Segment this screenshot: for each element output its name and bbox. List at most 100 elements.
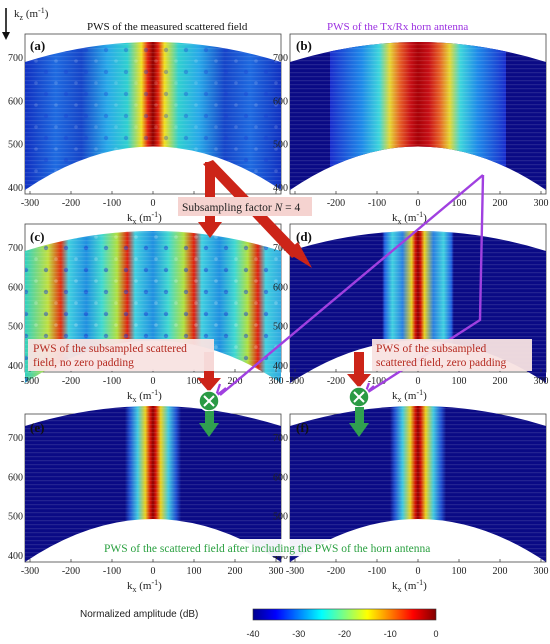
y-tick-label: 700 bbox=[273, 243, 288, 254]
y-tick-label: 500 bbox=[273, 512, 288, 523]
x-tick-label: -100 bbox=[103, 198, 121, 209]
svg-text:field, no zero padding: field, no zero padding bbox=[33, 357, 134, 369]
x-tick-label: 200 bbox=[493, 198, 508, 209]
panel-b-label: (b) bbox=[296, 38, 312, 53]
y-tick-label: 400 bbox=[273, 183, 288, 194]
x-tick-label: -100 bbox=[103, 566, 121, 577]
panel-f: (f) bbox=[289, 406, 547, 563]
x-tick-label: 300 bbox=[534, 566, 549, 577]
colorbar-tick-label: 0 bbox=[433, 629, 438, 639]
x-tick-label: 100 bbox=[187, 376, 202, 387]
kx-axis-label: kx (m-1) bbox=[127, 578, 162, 594]
colorbar-tick-label: -20 bbox=[338, 629, 351, 639]
multiply-node-left bbox=[198, 390, 220, 437]
y-tick-label: 400 bbox=[273, 551, 288, 562]
x-tick-label: 300 bbox=[534, 198, 549, 209]
y-tick-label: 700 bbox=[273, 433, 288, 444]
x-tick-label: 0 bbox=[151, 566, 156, 577]
panel-e-label: (e) bbox=[30, 420, 44, 435]
y-tick-label: 600 bbox=[8, 96, 23, 107]
x-tick-label: 100 bbox=[452, 566, 467, 577]
x-tick-label: -100 bbox=[368, 376, 386, 387]
y-tick-label: 500 bbox=[273, 140, 288, 151]
bottom-note: PWS of the scattered field after includi… bbox=[100, 539, 460, 556]
kx-axis-label: kx (m-1) bbox=[392, 578, 427, 594]
red-arrow-d-to-f bbox=[347, 352, 371, 388]
y-tick-label: 400 bbox=[8, 551, 23, 562]
subsampling-label: Subsampling factor N = 4 bbox=[178, 197, 312, 216]
x-tick-label: -100 bbox=[368, 566, 386, 577]
svg-text:PWS of the scattered field af: PWS of the scattered field after includi… bbox=[104, 543, 430, 555]
x-tick-label: -200 bbox=[62, 198, 80, 209]
y-tick-label: 600 bbox=[273, 282, 288, 293]
colorbar-ticks: -40 -30 -20 -10 0 bbox=[246, 629, 438, 639]
y-tick-label: 500 bbox=[273, 322, 288, 333]
x-tick-label: -100 bbox=[368, 198, 386, 209]
svg-text:PWS of the subsampled: PWS of the subsampled bbox=[376, 343, 486, 355]
y-tick-label: 500 bbox=[8, 512, 23, 523]
x-tick-label: 300 bbox=[269, 566, 284, 577]
svg-text:kz (m-1): kz (m-1) bbox=[14, 6, 49, 22]
panel-a-title: PWS of the measured scattered field bbox=[87, 21, 248, 33]
panel-d-label: (d) bbox=[296, 229, 312, 244]
x-tick-label: 0 bbox=[416, 566, 421, 577]
svg-text:scattered field, zero padding: scattered field, zero padding bbox=[376, 357, 507, 369]
red-arrow-a-to-c bbox=[198, 162, 222, 238]
x-tick-label: -200 bbox=[327, 376, 345, 387]
y-tick-label: 600 bbox=[8, 282, 23, 293]
x-tick-label: 200 bbox=[493, 566, 508, 577]
panel-b: (b) bbox=[289, 33, 547, 195]
y-tick-label: 700 bbox=[273, 53, 288, 64]
y-tick-label: 700 bbox=[8, 433, 23, 444]
colorbar-tick-label: -30 bbox=[292, 629, 305, 639]
x-tick-label: -200 bbox=[327, 198, 345, 209]
kx-axis-label: kx (m-1) bbox=[392, 388, 427, 404]
x-tick-label: 100 bbox=[452, 198, 467, 209]
kx-axis-label: kx (m-1) bbox=[127, 210, 162, 226]
kx-axis-label: kx (m-1) bbox=[392, 210, 427, 226]
x-tick-label: 200 bbox=[493, 376, 508, 387]
kz-axis-label: kz (m-1) bbox=[2, 6, 49, 40]
y-tick-label: 700 bbox=[8, 243, 23, 254]
x-tick-label: 100 bbox=[452, 376, 467, 387]
svg-text:Subsampling factor N = 4: Subsampling factor N = 4 bbox=[182, 202, 301, 214]
x-tick-label: 0 bbox=[416, 198, 421, 209]
y-tick-label: 500 bbox=[8, 140, 23, 151]
x-tick-label: -300 bbox=[21, 376, 39, 387]
y-tick-label: 600 bbox=[273, 472, 288, 483]
x-tick-label: 300 bbox=[269, 376, 284, 387]
x-tick-label: 0 bbox=[416, 376, 421, 387]
x-tick-label: -300 bbox=[286, 376, 304, 387]
x-tick-label: -300 bbox=[21, 198, 39, 209]
panel-b-title: PWS of the Tx/Rx horn antenna bbox=[327, 21, 468, 33]
x-tick-label: 300 bbox=[534, 376, 549, 387]
colorbar: Normalized amplitude (dB) -40 -30 -20 -10 0 bbox=[80, 608, 439, 639]
y-tick-label: 600 bbox=[273, 96, 288, 107]
kx-axis-label: kx (m-1) bbox=[127, 388, 162, 404]
colorbar-tick-label: -40 bbox=[246, 629, 259, 639]
panel-a: (a) bbox=[24, 33, 282, 195]
y-tick-label: 400 bbox=[273, 361, 288, 372]
d-note: PWS of the subsampled scattered field, z… bbox=[372, 339, 532, 371]
colorbar-label: Normalized amplitude (dB) bbox=[80, 609, 198, 620]
x-tick-label: 0 bbox=[151, 198, 156, 209]
svg-text:PWS of the subsampled scattere: PWS of the subsampled scattered bbox=[33, 343, 187, 355]
y-tick-label: 600 bbox=[8, 472, 23, 483]
x-tick-label: -200 bbox=[62, 376, 80, 387]
panel-f-label: (f) bbox=[296, 420, 309, 435]
y-tick-label: 400 bbox=[8, 361, 23, 372]
y-tick-label: 700 bbox=[8, 53, 23, 64]
x-tick-label: 0 bbox=[151, 376, 156, 387]
x-tick-label: -300 bbox=[286, 566, 304, 577]
panel-a-label: (a) bbox=[30, 38, 45, 53]
c-note: PWS of the subsampled scattered field, n… bbox=[28, 339, 214, 371]
x-tick-label: -200 bbox=[62, 566, 80, 577]
x-tick-label: 200 bbox=[228, 566, 243, 577]
y-tick-label: 400 bbox=[8, 183, 23, 194]
colorbar-gradient bbox=[252, 608, 437, 621]
x-tick-label: 100 bbox=[187, 566, 202, 577]
multiply-node-right bbox=[348, 386, 370, 437]
x-tick-label: -200 bbox=[327, 566, 345, 577]
colorbar-tick-label: -10 bbox=[384, 629, 397, 639]
